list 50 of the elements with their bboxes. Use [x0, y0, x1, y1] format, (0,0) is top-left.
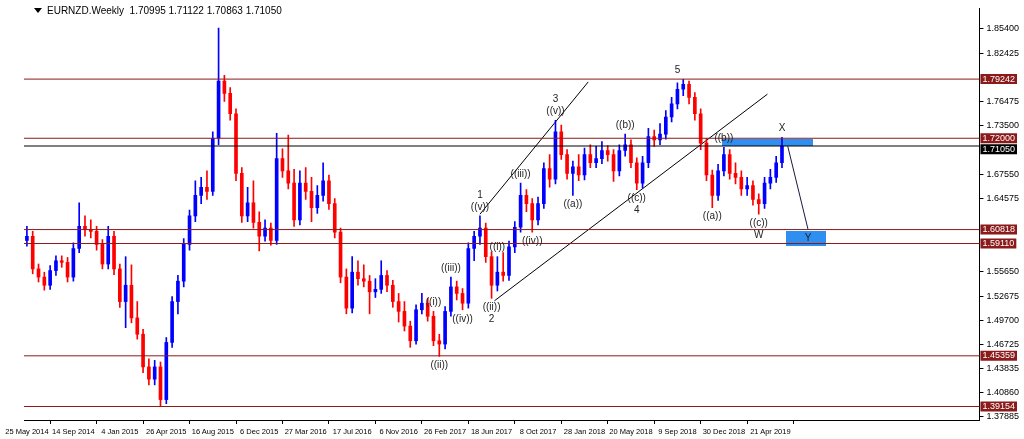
ref-line-label: 1.79242 [982, 73, 1016, 84]
candlestick [361, 264, 366, 288]
y-tick-label: 1.55650 [986, 266, 1020, 277]
candlestick [356, 260, 360, 286]
candlestick [745, 177, 749, 196]
y-tick-label: 1.64575 [986, 193, 1020, 204]
ref-line-label: 1.45359 [982, 350, 1016, 361]
candlestick [59, 255, 64, 268]
ref-line-label: 1.71050 [982, 143, 1016, 154]
annotation: 5 [674, 64, 681, 76]
y-tick-label: 1.85400 [986, 23, 1020, 34]
annotation: Y [804, 232, 812, 244]
annotation: ((ii)) [430, 359, 449, 371]
annotation: 3 [552, 93, 559, 105]
annotation: ((iv)) [452, 312, 473, 324]
y-tick-label: 1.40860 [986, 387, 1020, 398]
y-tick-label: 1.37885 [986, 411, 1020, 422]
annotation: ((a)) [702, 210, 722, 222]
annotation: ((ii)) [482, 301, 501, 313]
annotation: ((c)) [749, 216, 768, 228]
y-tick-label: 1.49700 [986, 314, 1020, 325]
candlestick [571, 160, 575, 196]
candlestick [501, 252, 506, 282]
y-tick-label: 1.52675 [986, 290, 1020, 301]
y-tick-label: 1.46725 [986, 339, 1020, 350]
annotation: X [778, 122, 786, 134]
ref-line-label: 1.39154 [982, 400, 1016, 411]
annotation: W [754, 228, 765, 240]
y-tick-label: 1.67550 [986, 169, 1020, 180]
annotation: ((b)) [615, 118, 635, 130]
annotation: ((v)) [546, 105, 565, 117]
ref-line-label: 1.72000 [982, 132, 1016, 143]
ref-line-label: 1.59110 [982, 238, 1015, 248]
y-tick-label: 1.82425 [986, 47, 1020, 58]
annotation: 1 [477, 188, 484, 200]
candlestick [756, 193, 761, 215]
y-tick-label: 1.73500 [986, 120, 1020, 131]
candlestick [437, 333, 442, 357]
chart-title: EURNZD.Weekly 1.70995 1.71122 1.70863 1.71050 [47, 5, 282, 16]
annotation: ((c)) [627, 192, 646, 204]
annotation: ((i)) [489, 241, 506, 253]
ref-line-label: 1.60818 [982, 224, 1016, 235]
candlestick [205, 170, 209, 200]
annotation: ((iii)) [510, 167, 531, 179]
annotation: ((a)) [563, 198, 583, 210]
y-tick-label: 1.43835 [986, 362, 1020, 373]
y-tick-label: 1.76475 [986, 96, 1020, 107]
annotation: 4 [634, 204, 640, 216]
annotation: 2 [488, 313, 495, 325]
annotation: ((iii)) [440, 261, 461, 273]
